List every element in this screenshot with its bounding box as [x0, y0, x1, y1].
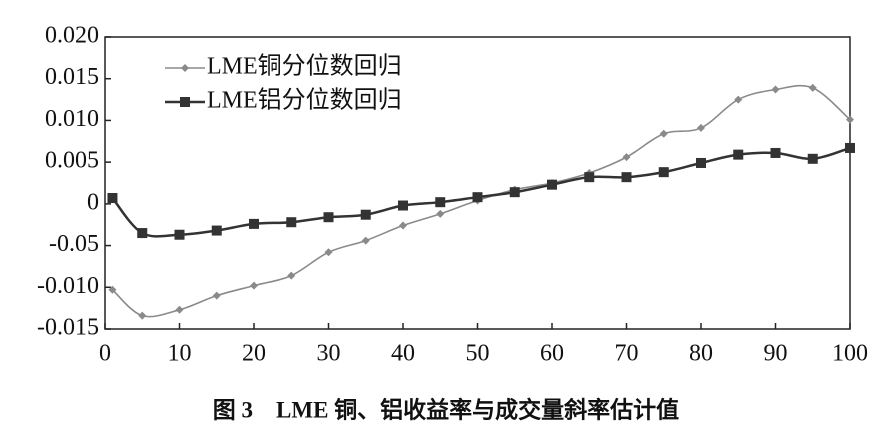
x-tick-label: 80 [689, 341, 713, 367]
marker [287, 271, 296, 280]
marker [584, 172, 595, 183]
marker [807, 153, 818, 164]
marker [845, 142, 855, 153]
x-tick-label: 20 [242, 341, 266, 367]
marker [733, 149, 744, 160]
marker [621, 172, 632, 183]
x-tick-label: 0 [99, 341, 111, 367]
marker [770, 147, 781, 158]
marker [324, 248, 333, 257]
marker [472, 192, 483, 203]
marker [108, 285, 117, 294]
x-tick-label: 90 [764, 341, 788, 367]
y-tick-label: -0.010 [37, 273, 99, 299]
x-tick-label: 60 [540, 341, 564, 367]
marker [211, 225, 222, 236]
marker [846, 115, 854, 124]
y-tick-label: -0.05 [49, 231, 99, 257]
marker [137, 228, 148, 239]
marker [175, 305, 184, 314]
marker [696, 157, 706, 168]
marker [361, 236, 370, 245]
x-tick-label: 50 [466, 341, 490, 367]
y-tick-label: 0.015 [45, 64, 99, 90]
marker [212, 291, 221, 300]
legend-marker [180, 97, 190, 107]
caption: 图 3 LME 铜、铝收益率与成交量斜率估计值 [213, 396, 679, 422]
marker [286, 217, 297, 228]
marker [734, 95, 743, 104]
marker [250, 281, 258, 290]
marker [658, 167, 669, 178]
y-tick-label: 0.005 [45, 148, 99, 174]
y-tick-label: 0.010 [45, 106, 99, 132]
marker [547, 179, 557, 190]
y-tick-label: 0 [87, 189, 99, 215]
x-tick-label: 70 [615, 341, 639, 367]
marker [360, 209, 371, 220]
x-tick-label: 40 [391, 341, 415, 367]
y-tick-label: 0.020 [45, 23, 99, 49]
legend-label: LME铝分位数回归 [207, 87, 402, 114]
marker [436, 209, 445, 218]
legend-label: LME铜分位数回归 [207, 53, 402, 80]
marker [697, 123, 705, 132]
x-tick-label: 30 [317, 341, 341, 367]
plot-frame [104, 36, 851, 330]
x-tick-label: 100 [832, 341, 868, 367]
marker [622, 153, 631, 162]
marker [509, 187, 520, 198]
marker [435, 197, 446, 208]
x-tick-label: 10 [168, 341, 192, 367]
marker [138, 311, 147, 320]
y-tick-label: -0.015 [37, 315, 99, 341]
marker [323, 212, 334, 223]
marker [398, 200, 408, 211]
marker [107, 193, 118, 204]
legend-marker [181, 64, 189, 72]
marker [659, 129, 668, 138]
marker [808, 83, 817, 92]
marker [399, 221, 407, 230]
marker [174, 229, 185, 240]
marker [249, 218, 259, 229]
marker [771, 85, 780, 94]
